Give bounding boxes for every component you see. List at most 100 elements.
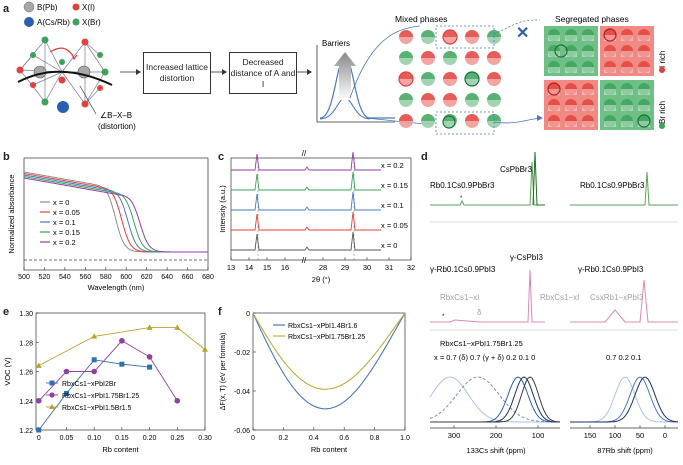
- x-tick-label: 680: [202, 274, 214, 281]
- y-tick-label: 0: [246, 311, 250, 318]
- segregated-site: [621, 115, 633, 127]
- mixed-site-shade: [399, 79, 413, 86]
- barriers-label: Barriers: [322, 39, 350, 48]
- mixed-site-shade: [487, 79, 501, 86]
- mixed-site: [465, 72, 479, 86]
- segregated-site: [565, 115, 577, 127]
- segregated-site-shade: [582, 121, 594, 127]
- segregated-site-shade: [638, 51, 650, 57]
- x-tick-label: 50: [636, 431, 644, 440]
- series-line: [231, 211, 381, 231]
- segregated-site-shade: [565, 67, 577, 73]
- x-tick-label: 100: [609, 431, 622, 440]
- x-tick-label: 0.6: [339, 435, 349, 442]
- series-line: [252, 312, 406, 410]
- spectrum: [570, 279, 678, 323]
- segregated-site: [582, 115, 594, 127]
- segregated-site-shade: [565, 105, 577, 111]
- segregated-site: [582, 83, 594, 95]
- panel-letter-b: b: [3, 151, 10, 163]
- mixed-site: [421, 30, 435, 44]
- segregated-site-shade: [565, 35, 577, 41]
- mixed-site-shade: [465, 58, 479, 65]
- x-tick-label: 100: [532, 431, 545, 440]
- asterisk: *: [460, 196, 463, 202]
- y-tick-label: 1.28: [19, 340, 33, 347]
- series-line: [38, 327, 206, 366]
- series-line: [23, 173, 208, 253]
- segregated-site-shade: [621, 89, 633, 95]
- data-point: [35, 397, 42, 404]
- segregated-site: [638, 29, 650, 41]
- x-tick-label: 28: [319, 263, 327, 272]
- x-tick-label: 580: [100, 274, 112, 281]
- y-tick-label: 1.30: [19, 311, 33, 318]
- mixed-site: [399, 72, 413, 86]
- x-tick-label: 540: [59, 274, 71, 281]
- segregated-site-shade: [638, 35, 650, 41]
- mixed-site-shade: [421, 79, 435, 86]
- legend-marker: [49, 380, 55, 386]
- x-axis-label: Rb content: [102, 445, 139, 454]
- segregated-site-shade: [621, 51, 633, 57]
- panel-a-figure: B(Pb) X(I) A(Cs/Rb) X(Br) ∠B–X–B (distor…: [16, 1, 667, 135]
- segregated-site: [582, 29, 594, 41]
- segregated-site: [621, 83, 633, 95]
- panel-letter-a: a: [3, 3, 10, 15]
- series-line: [231, 231, 381, 251]
- segregated-site: [548, 99, 560, 111]
- panel-letter-c: c: [218, 151, 225, 163]
- segregated-site: [621, 29, 633, 41]
- mixed-site: [487, 93, 501, 107]
- x-tick-label: 150: [584, 431, 597, 440]
- angle-label: ∠B–X–B: [100, 111, 132, 120]
- mixed-site-shade: [443, 121, 457, 128]
- segregated-site-shade: [638, 121, 650, 127]
- legend-label: x = 0.05: [53, 208, 80, 217]
- mixed-site: [421, 72, 435, 86]
- mixed-site: [399, 114, 413, 128]
- x-tick-label: 0.4: [309, 435, 319, 442]
- mixed-site-shade: [399, 121, 413, 128]
- mixed-site-shade: [443, 58, 457, 65]
- label-gamma-rbcs-left: γ-Rb0.1Cs0.9PbI3: [430, 265, 496, 274]
- mixed-site-shade: [487, 100, 501, 107]
- series-label: x = 0.2: [381, 161, 404, 170]
- axis-break: //: [302, 256, 307, 265]
- x-tick-label: 0.30: [198, 435, 212, 442]
- highlight-ring: [603, 28, 617, 42]
- x-tick-label: 0.05: [60, 435, 74, 442]
- x-tick-label: 0.8: [370, 435, 380, 442]
- plot-frame: [252, 312, 406, 431]
- segregated-site: [604, 45, 616, 57]
- segregated-site-shade: [582, 35, 594, 41]
- segregated-site-shade: [582, 51, 594, 57]
- legend-label: RbxCs1−xPbI1.75Br1.25: [288, 334, 365, 341]
- x-tick-label: 0.2: [279, 435, 289, 442]
- legend-label: x = 0.1: [53, 218, 76, 227]
- data-point: [119, 337, 125, 344]
- chart-e-voc: 1.22 1.24 1.26 1.28 1.30 0 0.05 0.10 0.15 0.20 0.2…: [3, 311, 212, 454]
- spectrum: [430, 376, 561, 423]
- segregated-site-shade: [604, 89, 616, 95]
- legend-marker: [49, 392, 55, 398]
- mixed-site: [487, 51, 501, 65]
- x-tick-label: 500: [18, 274, 30, 281]
- spectrum: [532, 151, 545, 206]
- legend-label: RbxCs1−xPbI1.5Br1.5: [62, 405, 132, 412]
- segregated-site-shade: [548, 67, 560, 73]
- mixed-site: [443, 72, 457, 86]
- spectrum: [429, 376, 560, 423]
- y-axis-label: ΔF(x, T) (eV per formula): [220, 333, 227, 411]
- label-x-row: x = 0.7 (δ) 0.7 (γ + δ) 0.2 0.1 0: [434, 353, 535, 362]
- x-axis-label-left: 133Cs shift (ppm): [466, 446, 526, 455]
- x-axis-label-right: 87Rb shift (ppm): [597, 446, 653, 455]
- mixed-site-shade: [399, 58, 413, 65]
- plot-frame: [35, 312, 206, 431]
- highlight-ring: [442, 29, 458, 45]
- data-point: [174, 397, 181, 404]
- legend-label: x = 0: [53, 198, 69, 207]
- x-tick-label: 520: [39, 274, 51, 281]
- segregated-site: [604, 99, 616, 111]
- mixed-site-shade: [421, 58, 435, 65]
